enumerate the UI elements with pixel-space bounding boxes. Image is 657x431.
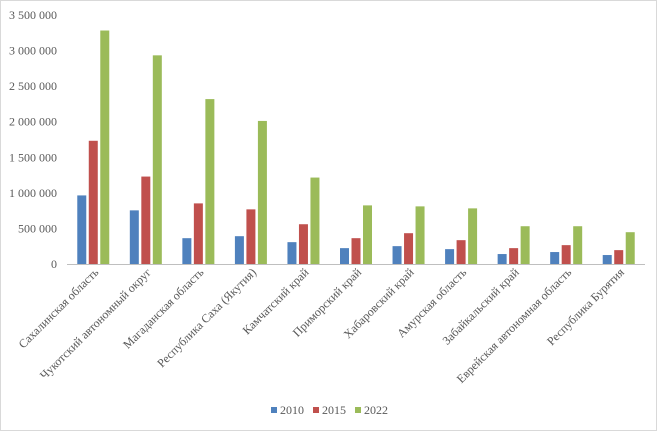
bar-2022 (310, 177, 320, 264)
legend-swatch-2010 (271, 407, 277, 413)
bar-2010 (129, 210, 139, 264)
bar-2022 (573, 226, 583, 264)
y-tick-label: 0 (51, 257, 57, 271)
bar-2022 (468, 208, 478, 264)
bar-2015 (351, 238, 361, 264)
bar-2015 (404, 233, 414, 264)
bar-2015 (246, 209, 256, 264)
bar-2010 (234, 236, 244, 264)
bar-2022 (205, 99, 215, 265)
bar-2015 (193, 203, 203, 264)
bar-2010 (340, 248, 349, 264)
bar-2015 (614, 250, 624, 264)
bar-2022 (520, 226, 530, 264)
legend-swatch-2015 (313, 407, 319, 413)
bar-2010 (77, 195, 87, 264)
bar-2022 (625, 232, 635, 264)
legend-swatch-2022 (355, 407, 361, 413)
bar-2010 (182, 238, 192, 264)
y-tick-label: 2 000 000 (9, 115, 57, 129)
bar-2015 (88, 140, 98, 264)
bar-2022 (415, 206, 425, 264)
y-tick-label: 1 000 000 (9, 186, 57, 200)
bar-2010 (497, 254, 507, 264)
y-tick-label: 1 500 000 (9, 150, 57, 164)
y-tick-label: 3 500 000 (9, 8, 57, 22)
y-tick-label: 2 500 000 (9, 79, 57, 93)
bar-2010 (550, 252, 560, 264)
legend-label: 2015 (322, 403, 346, 417)
bar-2015 (141, 176, 151, 264)
bar-2022 (363, 205, 372, 264)
bar-2022 (152, 55, 162, 265)
bar-2015 (298, 224, 308, 264)
y-tick-label: 3 000 000 (9, 44, 57, 58)
bar-2010 (602, 255, 612, 264)
bar-2015 (561, 245, 571, 264)
bar-2015 (456, 240, 466, 264)
y-tick-label: 500 000 (18, 221, 57, 235)
bar-2022 (257, 120, 267, 264)
bar-2015 (509, 248, 519, 264)
legend-label: 2010 (280, 403, 304, 417)
bar-2010 (445, 249, 455, 264)
bar-2010 (287, 242, 297, 264)
bar-2022 (100, 30, 110, 265)
legend-label: 2022 (364, 403, 388, 417)
bar-2010 (392, 246, 402, 264)
